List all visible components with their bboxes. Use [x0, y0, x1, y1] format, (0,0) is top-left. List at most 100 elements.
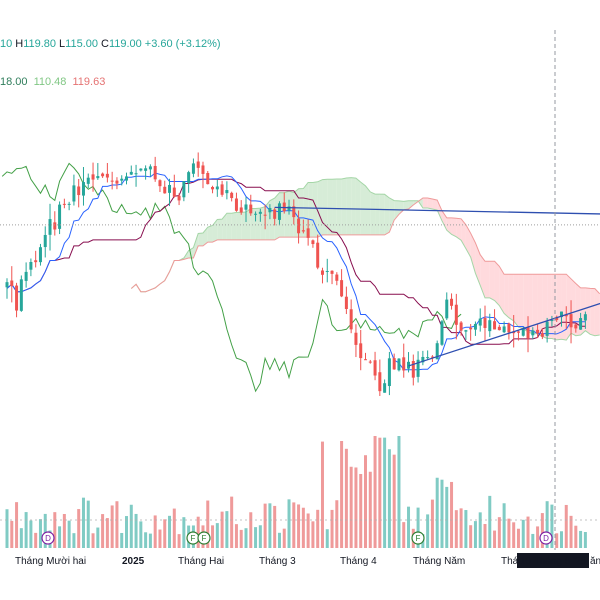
candle[interactable] [125, 172, 128, 185]
dividend-badge[interactable]: D [539, 531, 553, 545]
candle[interactable] [464, 329, 468, 340]
candle[interactable] [364, 352, 367, 361]
candle[interactable] [493, 309, 497, 330]
candle[interactable] [473, 321, 477, 336]
earnings-badge[interactable]: F [411, 531, 425, 545]
candle[interactable] [373, 351, 377, 381]
dividend-badge[interactable]: D [41, 531, 55, 545]
candle[interactable] [559, 311, 563, 327]
candle[interactable] [177, 193, 181, 206]
candle[interactable] [277, 201, 281, 226]
candle[interactable] [440, 319, 444, 346]
candle[interactable] [411, 354, 415, 386]
candle[interactable] [454, 293, 458, 340]
candle[interactable] [555, 315, 559, 322]
candle[interactable] [15, 282, 19, 318]
candle[interactable] [306, 219, 310, 246]
candle[interactable] [101, 172, 105, 178]
candle[interactable] [378, 359, 382, 396]
candle[interactable] [91, 162, 95, 192]
candle[interactable] [516, 330, 520, 341]
trendlines[interactable] [274, 206, 600, 367]
candle[interactable] [569, 300, 573, 344]
candle[interactable] [416, 351, 420, 383]
candle[interactable] [349, 299, 353, 334]
candle[interactable] [5, 278, 9, 299]
candle[interactable] [220, 180, 224, 197]
candle[interactable] [507, 322, 511, 340]
candle[interactable] [158, 179, 162, 192]
candle[interactable] [62, 198, 66, 209]
candle[interactable] [239, 200, 243, 215]
earnings-badge[interactable]: F [197, 531, 211, 545]
candle[interactable] [163, 180, 167, 194]
candlesticks[interactable] [5, 152, 587, 396]
candle[interactable] [450, 293, 454, 310]
candle[interactable] [368, 359, 372, 364]
candle[interactable] [564, 306, 568, 330]
candle[interactable] [24, 262, 28, 288]
candle[interactable] [67, 201, 71, 211]
trendline[interactable] [408, 279, 600, 367]
candle[interactable] [531, 327, 535, 340]
candle[interactable] [459, 321, 463, 336]
candle[interactable] [148, 164, 152, 177]
candle[interactable] [19, 275, 23, 312]
candle[interactable] [397, 358, 401, 372]
candle[interactable] [426, 350, 430, 360]
candle[interactable] [325, 258, 329, 283]
candle[interactable] [129, 165, 133, 176]
candle[interactable] [263, 204, 267, 230]
candle[interactable] [407, 352, 411, 373]
candle[interactable] [540, 328, 544, 340]
candle[interactable] [316, 234, 320, 270]
candle[interactable] [526, 316, 530, 353]
candle[interactable] [234, 192, 238, 212]
candle[interactable] [497, 324, 501, 331]
candle[interactable] [230, 191, 234, 202]
candle[interactable] [282, 192, 286, 214]
candle[interactable] [478, 308, 482, 332]
candle[interactable] [115, 177, 119, 190]
candle[interactable] [153, 156, 157, 182]
candle[interactable] [187, 170, 191, 193]
candle[interactable] [320, 267, 324, 284]
candle[interactable] [43, 226, 47, 258]
candle[interactable] [335, 272, 339, 286]
candle[interactable] [469, 323, 473, 341]
candle[interactable] [81, 167, 85, 206]
candle[interactable] [550, 315, 554, 327]
candle[interactable] [29, 258, 33, 277]
candle[interactable] [58, 201, 62, 235]
candle[interactable] [579, 312, 583, 330]
candle[interactable] [273, 207, 277, 226]
candle[interactable] [383, 379, 387, 393]
candle[interactable] [488, 313, 492, 337]
candle[interactable] [168, 178, 172, 207]
candle[interactable] [268, 204, 272, 220]
candle[interactable] [297, 210, 301, 244]
candle[interactable] [96, 163, 100, 180]
candle[interactable] [545, 317, 549, 343]
candle[interactable] [258, 208, 262, 222]
candle[interactable] [502, 321, 506, 334]
candle[interactable] [201, 161, 205, 189]
candle[interactable] [144, 165, 148, 180]
candle[interactable] [72, 174, 76, 206]
earnings-badge[interactable]: F [186, 531, 200, 545]
candle[interactable] [191, 158, 195, 178]
candle[interactable] [354, 324, 358, 358]
candle[interactable] [48, 203, 52, 251]
candle[interactable] [105, 162, 109, 183]
candle[interactable] [77, 178, 81, 208]
candle[interactable] [139, 168, 143, 172]
candle[interactable] [10, 266, 14, 303]
candle[interactable] [330, 270, 334, 285]
candle[interactable] [172, 174, 176, 198]
candle[interactable] [206, 170, 210, 185]
candle[interactable] [110, 171, 114, 190]
candle[interactable] [225, 181, 229, 200]
candle[interactable] [244, 197, 248, 222]
